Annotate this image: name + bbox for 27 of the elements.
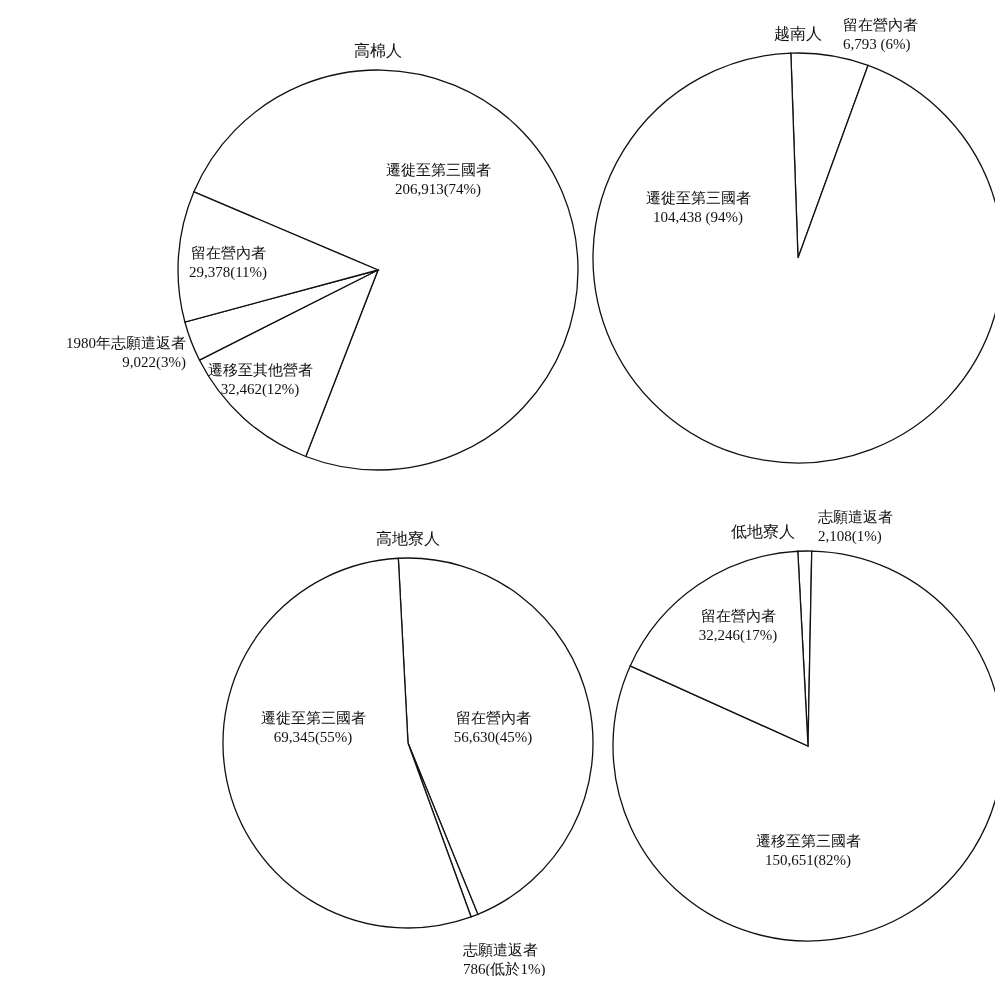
data-label: 9,022(3%) [122,354,186,371]
slice-label: 留在營內者 [455,710,531,726]
slice-label: 遷移至其他營者 [207,362,313,378]
data-label: 32,462(12%) [220,381,300,398]
slice-label: 留在營內者 [700,608,776,624]
data-label: 206,913(74%) [394,181,482,198]
text: 低地寮人 [731,523,795,540]
data-label: 29,378(11%) [188,264,268,281]
data-label: 56,630(45%) [453,729,533,746]
slice-label: 志願遣返者 [818,509,893,525]
slice-label: 留在營內者 [843,17,918,33]
slice-label: 遷徙至第三國者 [260,710,366,726]
data-label: 69,345(55%) [273,729,353,746]
slice-label: 1980年志願遣返者 [66,335,186,351]
slice-label: 遷移至第三國者 [755,833,861,849]
slice-label: 遷徙至第三國者 [645,190,751,206]
data-label: 150,651(82%) [764,852,852,869]
slice-label: 志願遣返者 [463,942,538,958]
chart-title: 高地寮人 [376,530,440,547]
slice-label: 留在營內者 [190,245,266,261]
data-label: 2,108(1%) [818,528,882,545]
slice-label: 遷徙至第三國者 [385,162,491,178]
text: 越南人 [774,25,822,42]
data-label: 6,793 (6%) [843,36,911,53]
chart-title: 高棉人 [354,42,402,59]
data-label: 32,246(17%) [698,627,778,644]
data-label: 104,438 (94%) [653,209,743,226]
